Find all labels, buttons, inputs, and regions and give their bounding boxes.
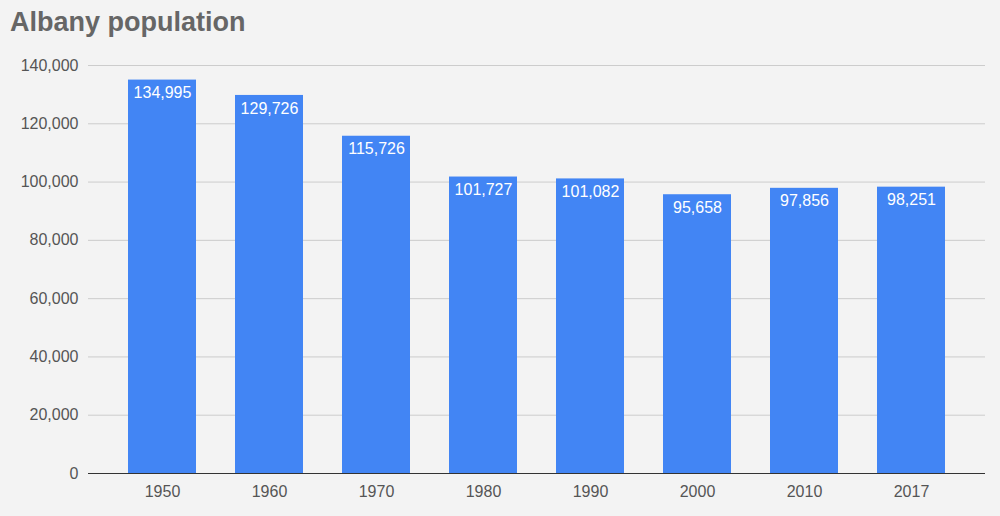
svg-text:98,251: 98,251 <box>887 191 936 208</box>
svg-text:100,000: 100,000 <box>21 173 79 190</box>
svg-text:2010: 2010 <box>787 483 823 500</box>
svg-text:95,658: 95,658 <box>673 199 722 216</box>
html-text:Albany population: Albany population <box>10 7 246 37</box>
svg-text:40,000: 40,000 <box>30 348 79 365</box>
svg-text:101,727: 101,727 <box>455 181 513 198</box>
svg-text:140,000: 140,000 <box>21 57 79 74</box>
svg-text:134,995: 134,995 <box>134 84 192 101</box>
svg-text:0: 0 <box>70 465 79 482</box>
svg-text:115,726: 115,726 <box>348 140 405 157</box>
svg-text:1990: 1990 <box>573 483 609 500</box>
svg-text:20,000: 20,000 <box>30 406 79 423</box>
svg-text:1960: 1960 <box>252 483 288 500</box>
svg-text:80,000: 80,000 <box>30 231 79 248</box>
svg-text:1980: 1980 <box>466 483 502 500</box>
svg-text:2000: 2000 <box>680 483 716 500</box>
svg-text:101,082: 101,082 <box>562 183 620 200</box>
svg-text:60,000: 60,000 <box>30 290 79 307</box>
svg-text:129,726: 129,726 <box>241 100 299 117</box>
svg-text:1970: 1970 <box>359 483 395 500</box>
svg-text:2017: 2017 <box>894 483 930 500</box>
svg-text:97,856: 97,856 <box>780 192 829 209</box>
svg-text:120,000: 120,000 <box>21 115 79 132</box>
svg-text:1950: 1950 <box>145 483 181 500</box>
